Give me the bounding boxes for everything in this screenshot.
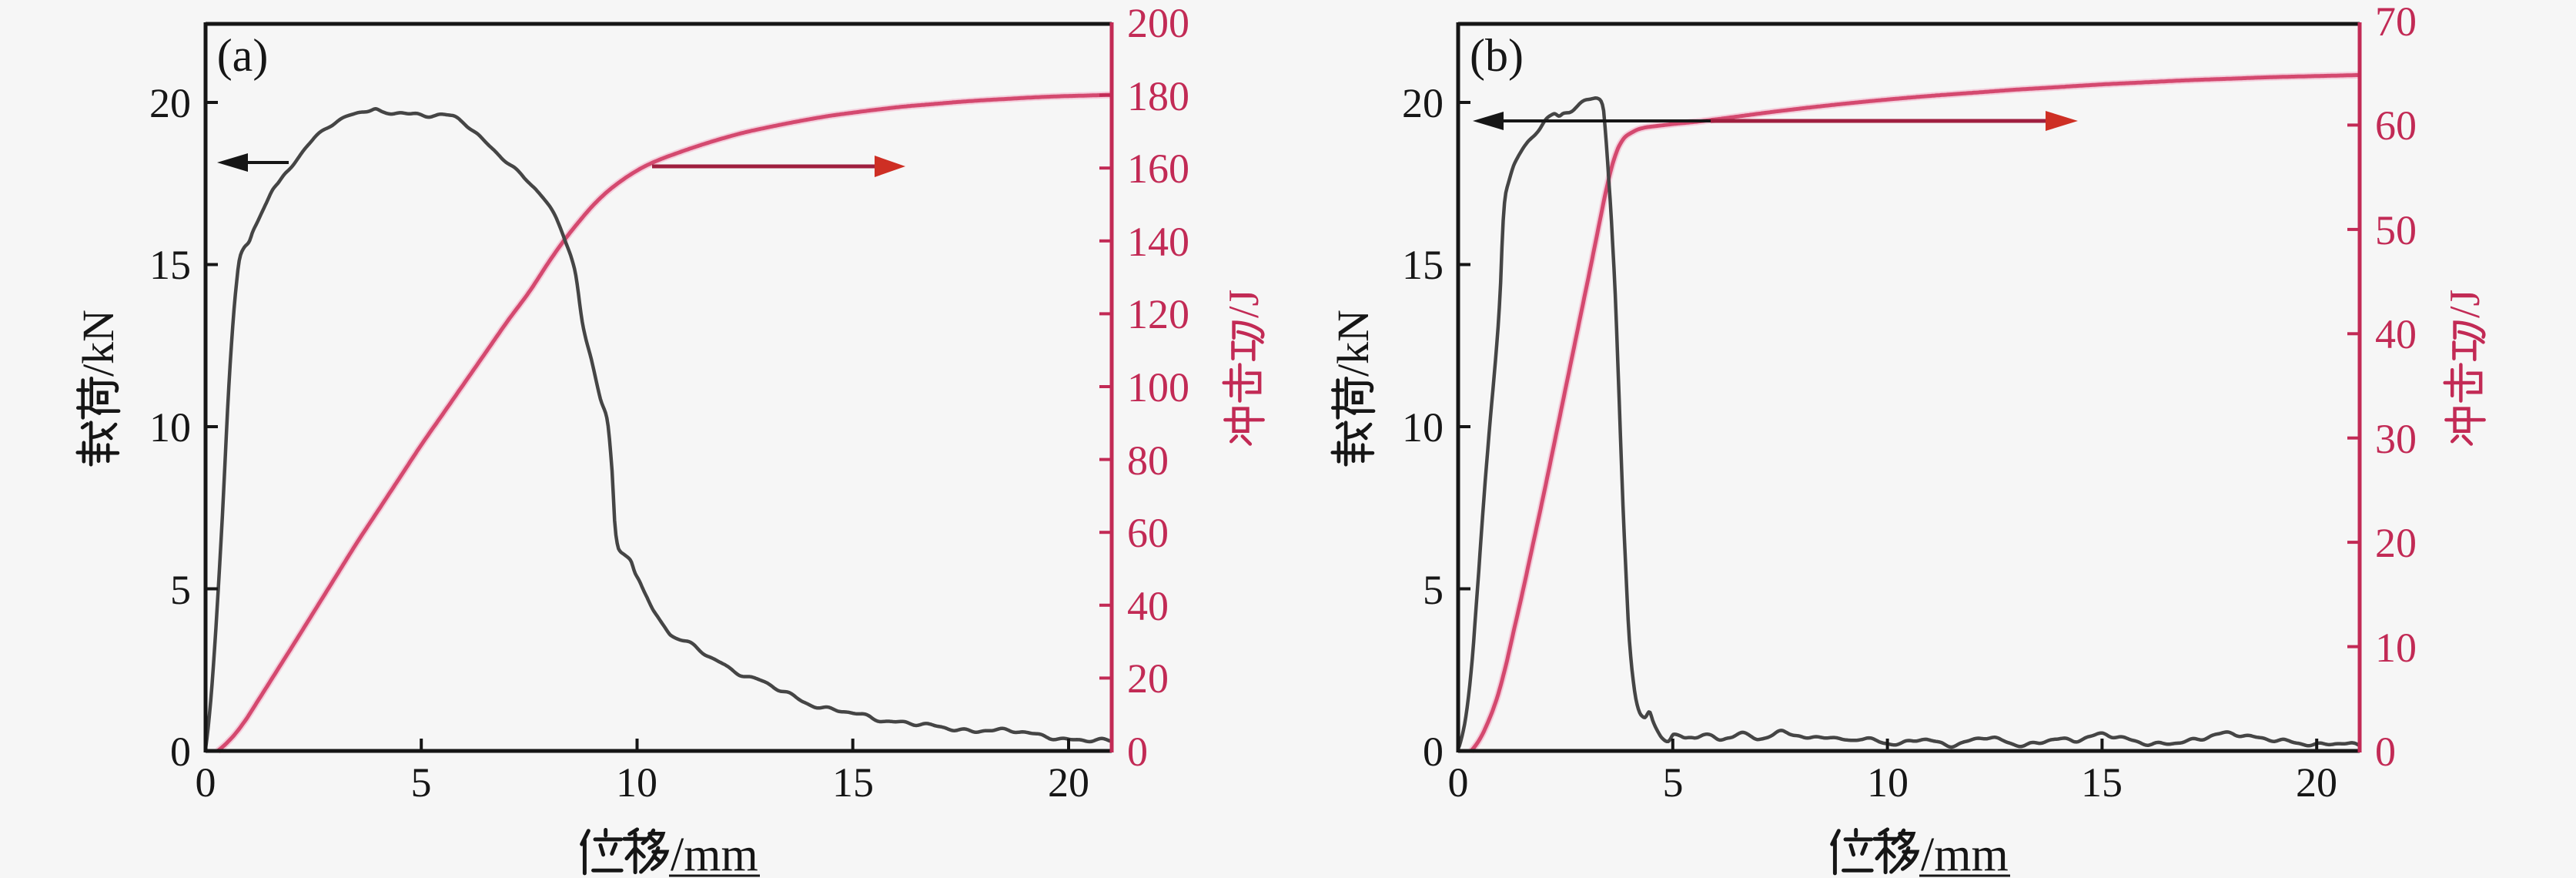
svg-text:50: 50 bbox=[2375, 207, 2417, 253]
svg-text:0: 0 bbox=[1423, 729, 1444, 775]
svg-text:40: 40 bbox=[1127, 583, 1169, 629]
svg-text:60: 60 bbox=[1127, 510, 1169, 556]
svg-text:60: 60 bbox=[2375, 102, 2417, 149]
svg-text:20: 20 bbox=[2296, 759, 2337, 806]
svg-text:120: 120 bbox=[1127, 291, 1189, 337]
svg-text:/J: /J bbox=[1220, 290, 1268, 318]
svg-text:160: 160 bbox=[1127, 146, 1189, 192]
svg-text:70: 70 bbox=[2375, 0, 2417, 45]
svg-text:(a): (a) bbox=[217, 30, 269, 81]
svg-text:200: 200 bbox=[1127, 0, 1189, 46]
svg-text:30: 30 bbox=[2375, 416, 2417, 462]
svg-text:10: 10 bbox=[149, 404, 191, 451]
svg-text:10: 10 bbox=[616, 759, 657, 806]
svg-text:5: 5 bbox=[1423, 567, 1444, 613]
svg-text:5: 5 bbox=[1663, 759, 1684, 806]
svg-text:(b): (b) bbox=[1470, 30, 1524, 81]
svg-text:0: 0 bbox=[1448, 759, 1469, 806]
svg-text:5: 5 bbox=[170, 567, 191, 613]
svg-text:10: 10 bbox=[2375, 625, 2417, 671]
svg-text:20: 20 bbox=[1048, 759, 1089, 806]
svg-text:10: 10 bbox=[1867, 759, 1909, 806]
svg-text:140: 140 bbox=[1127, 219, 1189, 265]
svg-text:20: 20 bbox=[2375, 520, 2417, 566]
svg-text:0: 0 bbox=[196, 759, 216, 806]
svg-text:5: 5 bbox=[411, 759, 432, 806]
svg-text:180: 180 bbox=[1127, 73, 1189, 119]
svg-text:/J: /J bbox=[2441, 290, 2489, 318]
svg-text:/mm: /mm bbox=[1921, 829, 2009, 878]
svg-text:15: 15 bbox=[1402, 242, 1444, 288]
svg-text:0: 0 bbox=[1127, 729, 1148, 775]
svg-text:80: 80 bbox=[1127, 437, 1169, 484]
svg-text:15: 15 bbox=[832, 759, 874, 806]
svg-text:100: 100 bbox=[1127, 364, 1189, 411]
svg-text:40: 40 bbox=[2375, 311, 2417, 357]
svg-text:20: 20 bbox=[1402, 80, 1444, 126]
svg-text:/mm: /mm bbox=[671, 829, 758, 878]
svg-text:20: 20 bbox=[149, 80, 191, 126]
svg-text:/kN: /kN bbox=[73, 310, 123, 377]
svg-text:10: 10 bbox=[1402, 404, 1444, 451]
svg-text:20: 20 bbox=[1127, 655, 1169, 702]
svg-text:0: 0 bbox=[170, 729, 191, 775]
svg-text:0: 0 bbox=[2375, 729, 2396, 775]
svg-text:15: 15 bbox=[2081, 759, 2123, 806]
svg-text:15: 15 bbox=[149, 242, 191, 288]
svg-text:/kN: /kN bbox=[1328, 310, 1378, 377]
